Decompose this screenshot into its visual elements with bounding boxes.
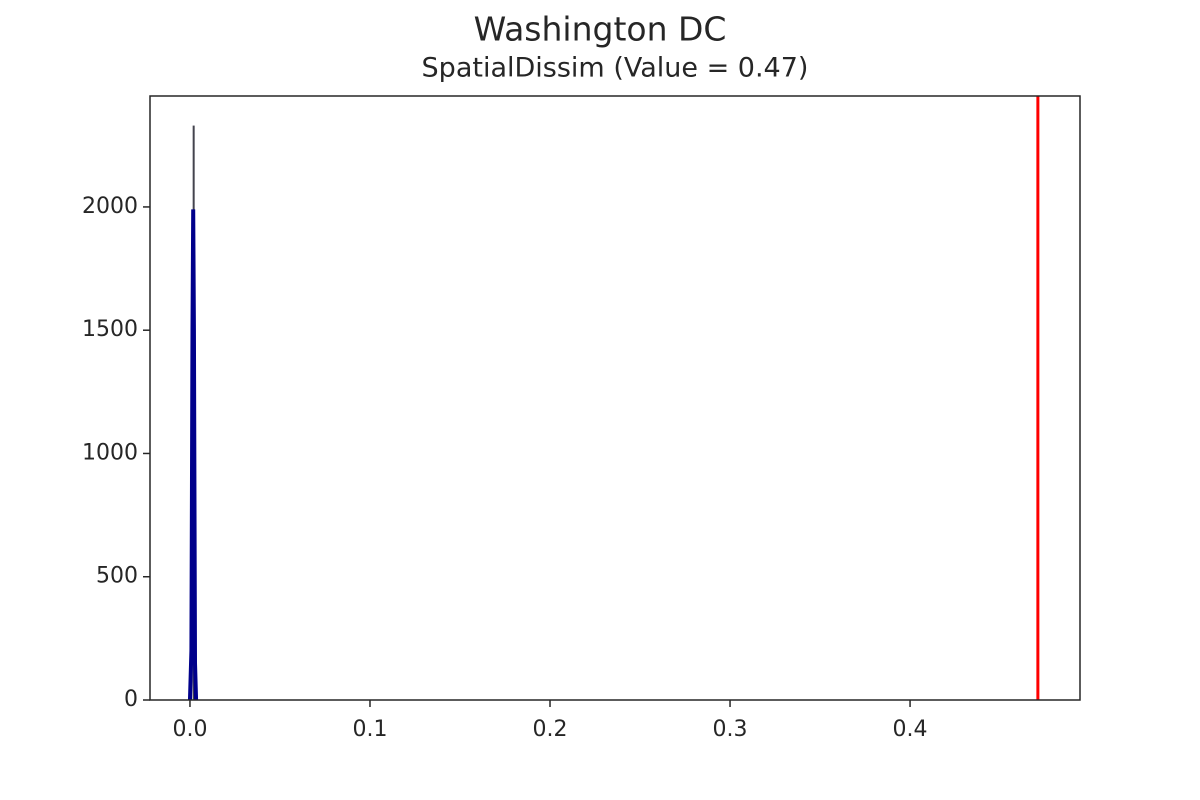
chart-subtitle: SpatialDissim (Value = 0.47): [422, 53, 809, 84]
kde-line: [187, 209, 199, 701]
x-tick-label: 0.4: [893, 717, 928, 742]
x-tick-label: 0.3: [713, 717, 748, 742]
chart-title: Washington DC: [474, 10, 727, 49]
y-tick-label: 1000: [82, 440, 138, 465]
y-tick-label: 1500: [82, 317, 138, 342]
x-tick-label: 0.0: [172, 717, 207, 742]
y-tick-label: 500: [96, 564, 138, 589]
x-tick-label: 0.1: [352, 717, 387, 742]
y-tick-label: 2000: [82, 194, 138, 219]
y-tick-label: 0: [124, 687, 138, 712]
x-tick-label: 0.2: [533, 717, 568, 742]
plot-frame: [149, 95, 1081, 701]
